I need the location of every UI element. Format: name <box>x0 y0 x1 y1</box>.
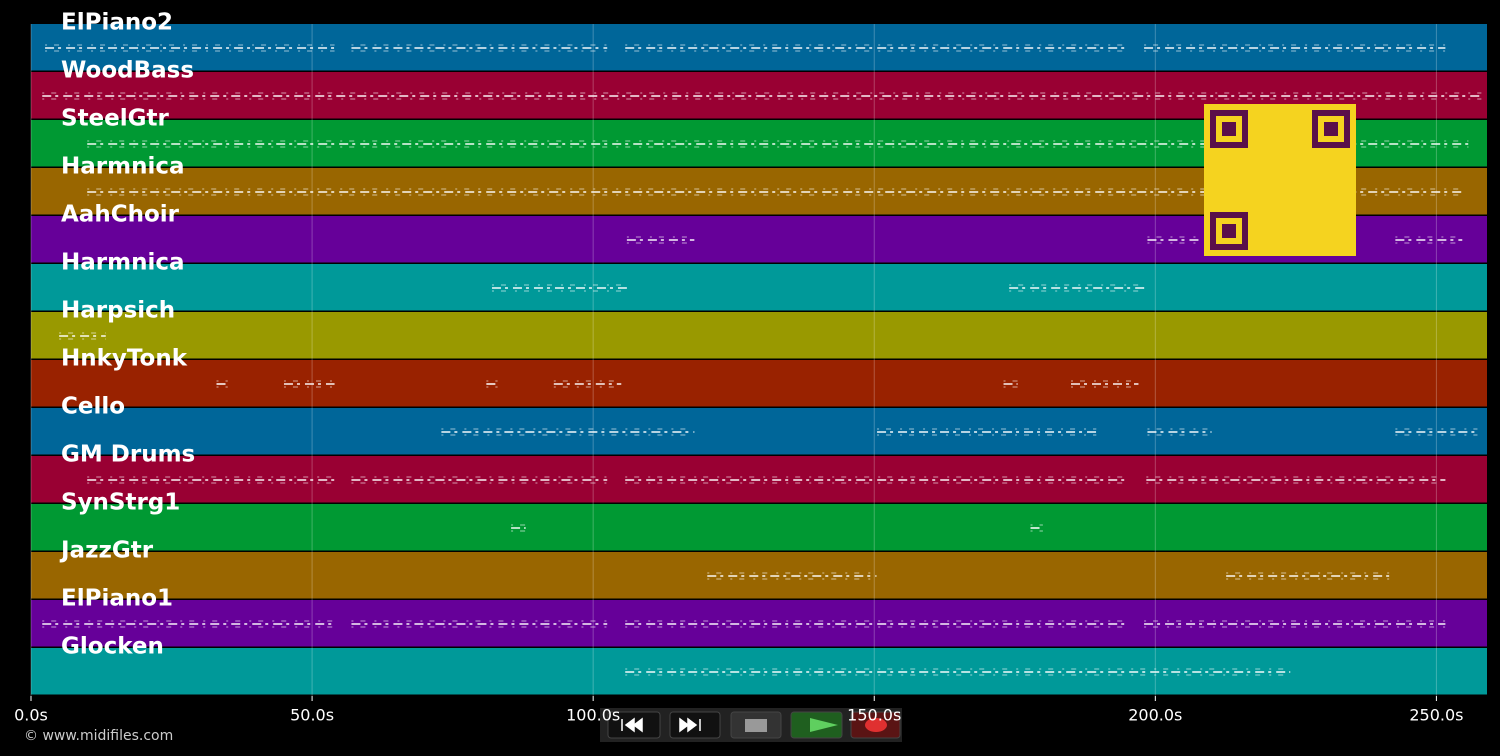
track-label: GM Drums <box>61 442 195 468</box>
track-row <box>31 360 1487 407</box>
x-tick-label: 200.0s <box>1128 706 1182 725</box>
track-label: SynStrg1 <box>61 490 180 516</box>
note-span <box>1144 620 1446 628</box>
fast-forward-button[interactable] <box>669 711 721 739</box>
note-span <box>625 668 1291 676</box>
note-span <box>1395 236 1463 244</box>
note-span <box>1395 428 1478 436</box>
play-button[interactable] <box>790 711 843 739</box>
track-row <box>31 408 1487 455</box>
note-span <box>351 476 608 484</box>
qr-code <box>1204 104 1356 256</box>
track-row <box>31 264 1487 311</box>
x-tick-label: 0.0s <box>14 706 48 725</box>
note-span <box>42 92 1482 100</box>
note-span <box>553 380 622 388</box>
note-span <box>1030 524 1043 532</box>
note-span <box>351 44 608 52</box>
stop-button[interactable] <box>730 711 782 739</box>
note-span <box>1144 44 1446 52</box>
note-span <box>1009 284 1147 292</box>
note-span <box>1071 380 1139 388</box>
x-tick-label: 250.0s <box>1409 706 1463 725</box>
note-span <box>626 236 695 244</box>
note-span <box>511 524 526 532</box>
note-span <box>87 188 1463 196</box>
note-span <box>441 428 695 436</box>
note-span <box>1226 572 1394 580</box>
track-label: Harmnica <box>61 250 185 276</box>
track-label: Harmnica <box>61 154 185 180</box>
note-span <box>42 620 335 628</box>
note-span <box>1147 236 1201 244</box>
track-label: SteelGtr <box>61 106 170 132</box>
note-span <box>486 380 498 388</box>
track-label: ElPiano1 <box>61 586 173 612</box>
x-tick-label: 150.0s <box>847 706 901 725</box>
player-controls <box>600 708 902 742</box>
track-label: HnkyTonk <box>61 346 188 372</box>
note-span <box>877 428 1097 436</box>
track-label: Cello <box>61 394 125 420</box>
track-label: WoodBass <box>61 58 194 84</box>
x-tick-label: 50.0s <box>290 706 334 725</box>
note-span <box>491 284 627 292</box>
track-row <box>31 552 1487 599</box>
note-span <box>1147 428 1212 436</box>
track-label: Glocken <box>61 634 164 660</box>
note-span <box>59 332 106 340</box>
x-tick-label: 100.0s <box>566 706 620 725</box>
note-span <box>1146 476 1446 484</box>
track-label: ElPiano2 <box>61 10 173 36</box>
note-span <box>216 380 228 388</box>
record-button[interactable] <box>850 711 901 739</box>
note-span <box>45 44 335 52</box>
copyright: © www.midifiles.com <box>24 728 173 744</box>
note-span <box>283 380 335 388</box>
track-label: JazzGtr <box>59 538 154 564</box>
note-span <box>1003 380 1018 388</box>
track-row <box>31 312 1487 359</box>
track-row <box>31 504 1487 551</box>
rewind-button[interactable] <box>607 711 661 739</box>
note-span <box>707 572 877 580</box>
track-label: Harpsich <box>61 298 175 324</box>
note-span <box>351 620 608 628</box>
track-label: AahChoir <box>61 202 180 228</box>
